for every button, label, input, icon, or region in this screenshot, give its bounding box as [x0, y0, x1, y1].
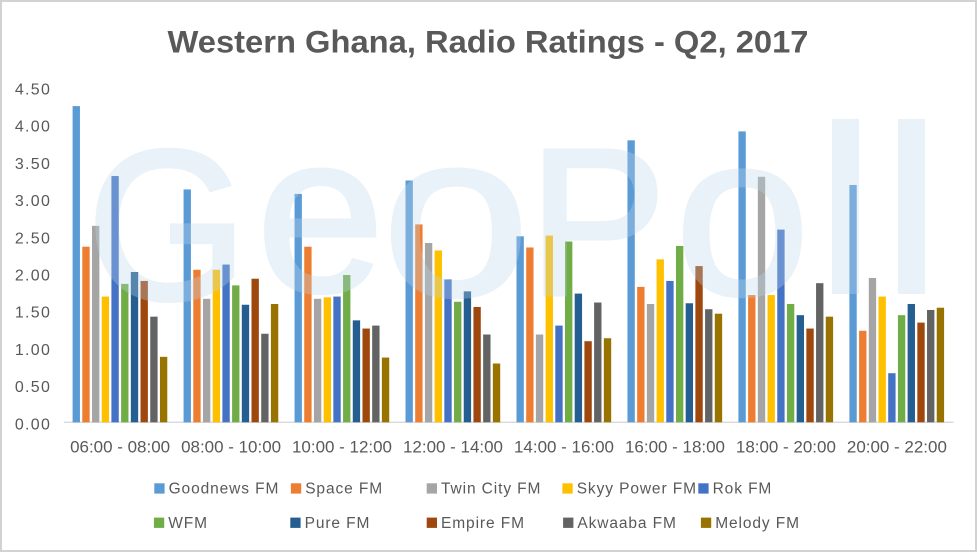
- svg-text:4.50: 4.50: [15, 82, 51, 99]
- svg-text:06:00 - 08:00: 06:00 - 08:00: [70, 438, 170, 456]
- svg-text:18:00 - 20:00: 18:00 - 20:00: [736, 438, 836, 456]
- svg-text:1.50: 1.50: [15, 305, 51, 322]
- svg-text:Space FM: Space FM: [305, 481, 383, 498]
- svg-text:0.00: 0.00: [15, 416, 51, 433]
- svg-text:14:00 - 16:00: 14:00 - 16:00: [514, 438, 614, 456]
- svg-text:P: P: [528, 106, 666, 339]
- svg-text:Empire FM: Empire FM: [441, 515, 525, 532]
- svg-text:Rok FM: Rok FM: [713, 481, 773, 498]
- svg-text:Melody FM: Melody FM: [715, 515, 800, 532]
- svg-text:G: G: [87, 107, 248, 345]
- svg-text:WFM: WFM: [168, 515, 208, 532]
- svg-text:o: o: [675, 87, 810, 343]
- svg-text:Goodnews FM: Goodnews FM: [169, 481, 280, 498]
- svg-text:Western Ghana, Radio Ratings -: Western Ghana, Radio Ratings - Q2, 2017: [168, 24, 809, 60]
- svg-text:20:00 - 22:00: 20:00 - 22:00: [847, 438, 947, 456]
- svg-text:1.00: 1.00: [15, 342, 51, 359]
- svg-text:08:00 - 10:00: 08:00 - 10:00: [181, 438, 281, 456]
- svg-text:0.50: 0.50: [15, 379, 51, 396]
- svg-text:12:00 - 14:00: 12:00 - 14:00: [403, 438, 503, 456]
- svg-text:e: e: [256, 87, 384, 340]
- svg-text:3.00: 3.00: [15, 193, 51, 210]
- svg-text:Akwaaba FM: Akwaaba FM: [577, 515, 676, 532]
- svg-text:2.00: 2.00: [15, 268, 51, 285]
- svg-text:4.00: 4.00: [15, 119, 51, 136]
- svg-text:2.50: 2.50: [15, 230, 51, 247]
- svg-text:Twin City FM: Twin City FM: [441, 481, 541, 498]
- svg-text:16:00 - 18:00: 16:00 - 18:00: [625, 438, 725, 456]
- svg-text:10:00 - 12:00: 10:00 - 12:00: [292, 438, 392, 456]
- svg-text:Skyy Power FM: Skyy Power FM: [577, 481, 697, 498]
- svg-text:Pure FM: Pure FM: [305, 515, 371, 532]
- svg-text:o: o: [382, 85, 530, 345]
- svg-text:3.50: 3.50: [15, 156, 51, 173]
